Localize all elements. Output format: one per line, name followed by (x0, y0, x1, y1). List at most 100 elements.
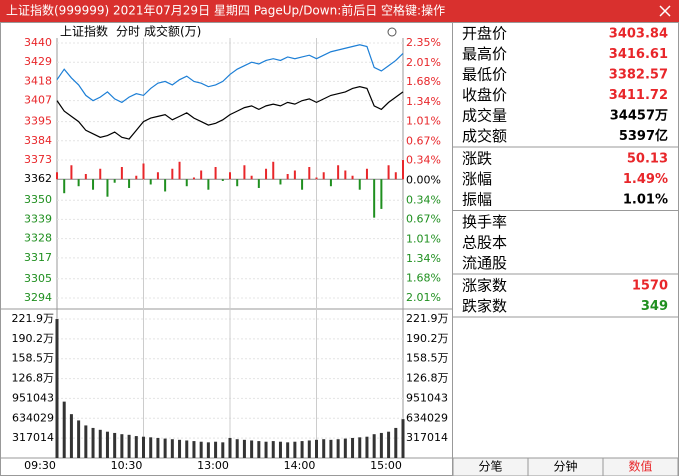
volume-bar (206, 442, 210, 458)
v-tick-label-right: 634029 (406, 411, 448, 424)
y-tick-label: 3440 (24, 36, 52, 49)
panel-label: 开盘价 (462, 25, 507, 43)
v-tick-label: 317014 (12, 431, 54, 444)
x-tick-label: 13:00 (197, 459, 229, 472)
v-tick-label: 126.8万 (12, 372, 55, 385)
panel-label: 涨跌 (462, 150, 492, 168)
panel-label: 成交额 (462, 127, 507, 145)
panel-value: 34457万 (610, 109, 668, 124)
y2-tick-label: 1.34% (406, 252, 441, 265)
y-tick-label: 3328 (24, 232, 52, 245)
volume-bar (293, 441, 297, 458)
y2-tick-label: 1.01% (406, 114, 441, 127)
volume-bar (343, 438, 347, 458)
volume-bar (91, 427, 95, 458)
v-tick-label-right: 221.9万 (406, 312, 449, 325)
y-tick-label: 3418 (24, 74, 52, 87)
panel-label: 最低价 (462, 66, 507, 84)
v-tick-label-right: 951043 (406, 391, 448, 404)
panel-value: 1570 (632, 279, 668, 294)
volume-bar (156, 437, 160, 458)
y2-tick-label: 0.67% (406, 134, 441, 147)
y-tick-label: 3373 (24, 153, 52, 166)
x-tick-label: 15:00 (370, 459, 402, 472)
v-tick-label: 634029 (12, 411, 54, 424)
volume-bar (113, 432, 117, 458)
volume-bar (228, 437, 232, 458)
volume-bar (271, 441, 275, 458)
chart-name: 上证指数 (60, 24, 108, 39)
y2-tick-label: 1.68% (406, 75, 441, 88)
volume-bar (300, 441, 304, 458)
y2-tick-label: 0.34% (406, 193, 441, 206)
volume-bar (77, 420, 81, 458)
volume-bar (379, 432, 383, 458)
y-tick-label: 3395 (24, 115, 52, 128)
y-tick-label: 3407 (24, 94, 52, 107)
panel-value: 1.49% (623, 172, 668, 187)
v-tick-label-right: 190.2万 (406, 332, 449, 345)
v-tick-label: 951043 (12, 391, 54, 404)
tab-label[interactable]: 分钟 (553, 459, 577, 474)
tab-label[interactable]: 分笔 (478, 459, 502, 474)
panel-value: 3403.84 (609, 27, 668, 42)
settings-icon[interactable] (387, 27, 397, 37)
chart-frame (0, 22, 453, 476)
volume-bar (394, 427, 398, 458)
volume-bar (336, 439, 340, 458)
volume-bar (55, 319, 59, 458)
y2-tick-label: 2.01% (406, 291, 441, 304)
volume-bar (98, 429, 102, 458)
y2-tick-label: 2.35% (406, 36, 441, 49)
volume-bar (315, 439, 318, 458)
volume-bar (257, 441, 261, 458)
v-tick-label-right: 126.8万 (406, 372, 449, 385)
volume-bar (387, 431, 391, 458)
v-tick-label: 190.2万 (12, 332, 55, 345)
volume-bar (351, 437, 355, 458)
y-tick-label: 3362 (24, 172, 52, 185)
y2-tick-label: 0.67% (406, 213, 441, 226)
y-tick-label: 3429 (24, 55, 52, 68)
y2-tick-label: 0.34% (406, 154, 441, 167)
tab[interactable] (602, 457, 679, 476)
v-tick-label: 221.9万 (12, 312, 55, 325)
x-tick-label: 14:00 (284, 459, 316, 472)
panel-label: 跌家数 (462, 297, 507, 315)
panel-value: 3382.57 (609, 68, 668, 83)
volume-bar (84, 425, 88, 458)
v-tick-label: 158.5万 (12, 352, 55, 365)
v-tick-label-right: 317014 (406, 431, 448, 444)
volume-bar (192, 441, 196, 458)
volume-bar (322, 439, 326, 458)
y2-tick-label: 1.68% (406, 272, 441, 285)
tab-label[interactable]: 数值 (628, 459, 652, 474)
volume-bar (365, 436, 369, 458)
volume-bar (185, 440, 189, 458)
volume-label: 成交额(万) (144, 24, 201, 39)
panel-value: 3416.61 (609, 47, 668, 62)
volume-bar (149, 437, 153, 458)
panel-label: 收盘价 (462, 86, 507, 104)
y-tick-label: 3305 (24, 272, 52, 285)
panel-value: 50.13 (627, 152, 668, 167)
volume-bar (120, 434, 124, 458)
volume-bar (142, 436, 145, 458)
volume-bar (264, 441, 268, 458)
y-tick-label: 3384 (24, 134, 52, 147)
panel-label: 换手率 (462, 213, 507, 231)
volume-bar (401, 419, 405, 458)
volume-bar (134, 436, 138, 458)
volume-bar (214, 441, 218, 458)
v-tick-label-right: 158.5万 (406, 352, 449, 365)
volume-bar (278, 441, 282, 458)
y2-tick-label: 0.00% (406, 173, 441, 186)
volume-bar (105, 431, 109, 458)
y-tick-label: 3317 (24, 251, 52, 264)
volume-bar (199, 441, 203, 458)
panel-label: 振幅 (462, 191, 492, 209)
close-button[interactable] (659, 5, 671, 17)
mode: 分时 (116, 25, 140, 39)
